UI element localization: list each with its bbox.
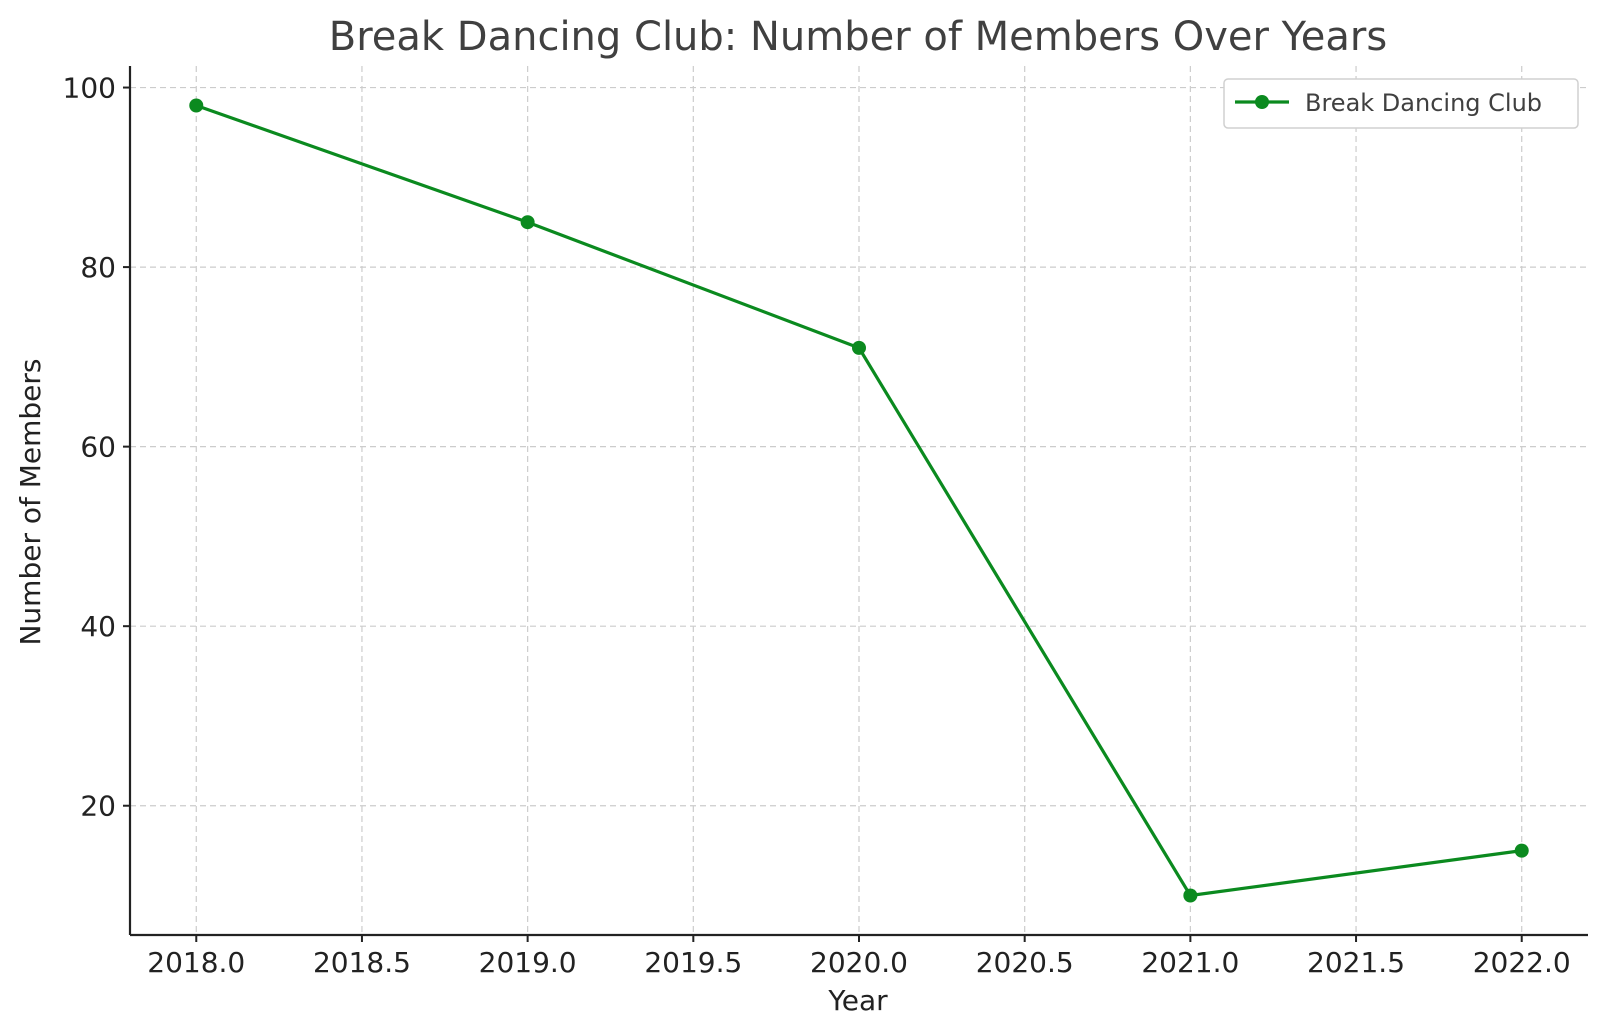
y-tick-label: 40 — [80, 610, 116, 643]
legend-box — [1223, 78, 1579, 129]
legend-label: Break Dancing Club — [1305, 89, 1542, 117]
x-tick-label: 2018.0 — [147, 946, 245, 979]
x-axis-ticks: 2018.0 2018.5 2019.0 2019.5 2020.0 2020.5 2021… — [147, 935, 1571, 979]
legend-marker — [1255, 95, 1269, 109]
x-tick-label: 2019.0 — [479, 946, 577, 979]
y-tick-label: 20 — [80, 790, 116, 823]
data-point — [520, 215, 535, 230]
x-tick-label: 2020.5 — [976, 946, 1074, 979]
x-tick-label: 2019.5 — [644, 946, 742, 979]
y-axis-ticks: 20 40 60 80 100 — [63, 72, 130, 823]
legend: Break Dancing Club — [1223, 78, 1579, 129]
chart-title: Break Dancing Club: Number of Members Ov… — [329, 14, 1387, 60]
y-tick-label: 60 — [80, 431, 116, 464]
x-axis-title: Year — [827, 984, 888, 1017]
data-point — [852, 340, 866, 355]
y-tick-label: 80 — [80, 251, 116, 284]
x-tick-label: 2021.5 — [1307, 946, 1405, 979]
data-point — [189, 98, 204, 113]
data-point — [1514, 843, 1529, 858]
y-tick-label: 100 — [63, 72, 116, 105]
x-tick-label: 2021.0 — [1141, 946, 1239, 979]
series-layer — [189, 98, 1529, 903]
x-tick-label: 2020.0 — [810, 946, 908, 979]
x-tick-label: 2022.0 — [1473, 946, 1571, 979]
y-axis-title: Number of Members — [14, 358, 47, 645]
grid — [130, 66, 1588, 935]
data-point — [1183, 888, 1198, 903]
x-tick-label: 2018.5 — [313, 946, 411, 979]
